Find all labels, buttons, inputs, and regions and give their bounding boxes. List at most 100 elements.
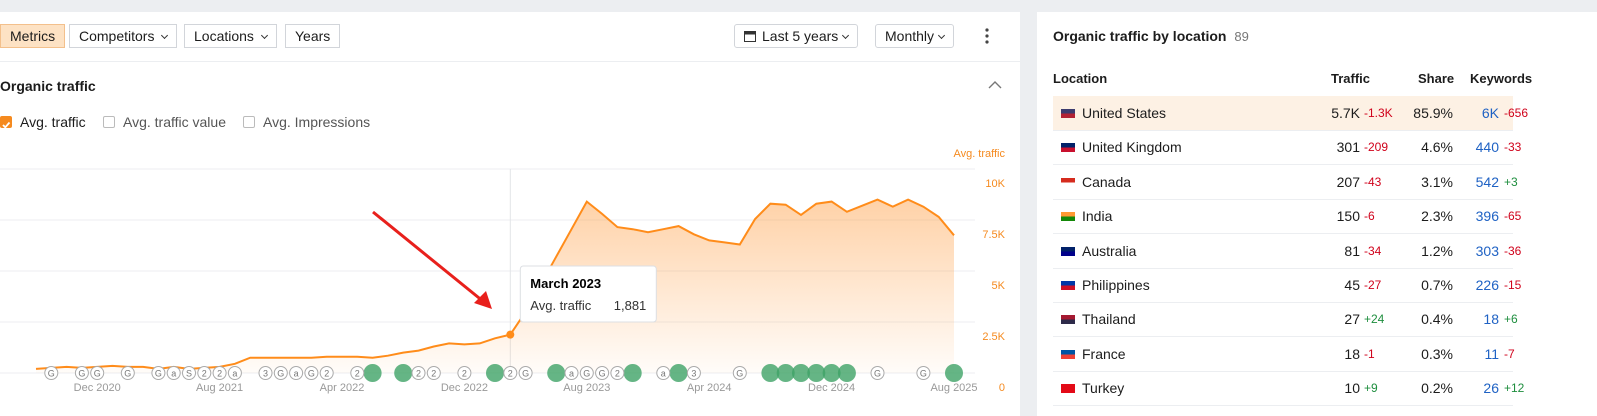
table-row[interactable]: Australia 81 -34 1.2% 303 -36 xyxy=(1053,234,1521,269)
event-label: 2 xyxy=(615,369,620,379)
event-label: G xyxy=(522,369,529,379)
location-panel xyxy=(1037,12,1597,416)
event-label: G xyxy=(920,369,927,379)
event-marker xyxy=(44,366,59,380)
tooltip-title: March 2023 xyxy=(530,276,601,291)
event-marker xyxy=(350,366,365,380)
event-label: a xyxy=(294,369,299,379)
tooltip-label: Avg. traffic xyxy=(530,298,591,313)
y-tick-label: 5K xyxy=(992,280,1006,292)
update-marker xyxy=(945,364,963,382)
traffic-change: +9 xyxy=(1364,381,1378,396)
location-name: United Kingdom xyxy=(1082,139,1182,156)
checkbox[interactable]: Avg. traffic xyxy=(0,114,86,130)
tab[interactable]: Competitors xyxy=(69,24,178,48)
column-header: Traffic xyxy=(1331,71,1371,86)
update-marker xyxy=(792,364,810,382)
table-row[interactable]: United Kingdom 301 -209 4.6% 440 -33 xyxy=(1053,130,1521,166)
panel-count: 89 xyxy=(1234,29,1249,44)
flag xyxy=(1061,349,1075,359)
column-header: Location xyxy=(1053,71,1108,86)
traffic: 5.7K xyxy=(1331,105,1360,121)
event-label: G xyxy=(308,369,315,379)
flag xyxy=(1061,212,1075,222)
share: 1.2% xyxy=(1421,242,1453,259)
event-label: G xyxy=(874,369,881,379)
update-marker xyxy=(363,364,382,382)
collapse-icon[interactable] xyxy=(988,80,1002,90)
table-row[interactable]: United States 5.7K -1.3K 85.9% 6K -656 xyxy=(1053,96,1528,131)
share: 0.7% xyxy=(1421,277,1453,293)
flag xyxy=(1061,246,1075,256)
event-marker xyxy=(411,366,426,380)
tab[interactable]: Locations xyxy=(184,24,277,48)
table-row[interactable]: Turkey 10 +9 0.2% 26 +12 xyxy=(1053,371,1524,407)
event-label: 2 xyxy=(508,369,513,379)
table-row[interactable]: India 150 -6 2.3% 396 -65 xyxy=(1053,199,1521,235)
more-menu[interactable] xyxy=(982,27,992,45)
update-marker xyxy=(761,364,780,382)
event-label: 2 xyxy=(324,369,329,379)
traffic-change: -43 xyxy=(1364,174,1382,189)
period-select[interactable]: Last 5 years xyxy=(734,24,859,48)
location-name: Canada xyxy=(1082,173,1132,190)
keywords-change: -36 xyxy=(1504,243,1522,258)
event-label: 3 xyxy=(691,369,696,379)
traffic: 10 xyxy=(1344,380,1360,397)
event-marker xyxy=(227,366,242,380)
x-tick-label: Apr 2022 xyxy=(320,382,365,394)
event-marker xyxy=(289,366,304,380)
event-marker xyxy=(656,366,671,380)
traffic-change: -209 xyxy=(1364,140,1389,155)
location-name: India xyxy=(1082,208,1113,225)
update-marker xyxy=(837,364,856,382)
event-label: G xyxy=(599,369,606,379)
event-label: 2 xyxy=(202,369,207,379)
event-marker xyxy=(732,366,747,380)
event-marker xyxy=(182,366,196,380)
update-marker xyxy=(547,364,566,382)
section-title: Organic traffic xyxy=(0,78,96,94)
tab-label: Locations xyxy=(194,28,254,44)
tab[interactable]: Metrics xyxy=(0,24,66,48)
event-marker xyxy=(426,366,441,380)
event-label: 2 xyxy=(355,369,360,379)
update-marker xyxy=(394,364,413,382)
event-marker xyxy=(518,366,533,380)
x-tick-label: Dec 2024 xyxy=(808,382,855,394)
event-marker xyxy=(610,366,625,380)
event-marker xyxy=(273,366,288,380)
y-tick-label: 0 xyxy=(999,382,1005,394)
update-marker xyxy=(776,364,795,382)
update-marker xyxy=(669,364,688,382)
event-marker xyxy=(90,366,105,380)
event-marker xyxy=(151,366,166,380)
flag xyxy=(1061,315,1075,325)
event-label: S xyxy=(186,369,192,379)
table-row[interactable]: Philippines 45 -27 0.7% 226 -15 xyxy=(1053,268,1521,303)
table-row[interactable]: Canada 207 -43 3.1% 542 +3 xyxy=(1053,165,1518,200)
traffic: 150 xyxy=(1336,208,1360,225)
arrow-head xyxy=(474,291,492,309)
interval-select[interactable]: Monthly xyxy=(875,24,955,48)
traffic-change: -6 xyxy=(1364,209,1375,224)
event-marker xyxy=(304,366,319,380)
event-label: G xyxy=(78,369,85,379)
event-label: 2 xyxy=(462,369,467,379)
table-row[interactable]: Thailand 27 +24 0.4% 18 +6 xyxy=(1053,302,1518,338)
traffic: 81 xyxy=(1344,242,1360,259)
checkbox[interactable]: Avg. Impressions xyxy=(243,114,370,130)
column-header: Keywords xyxy=(1470,71,1533,86)
check xyxy=(2,121,11,129)
tab[interactable]: Years xyxy=(285,24,341,48)
event-label: G xyxy=(277,369,284,379)
checkbox[interactable]: Avg. traffic value xyxy=(103,114,226,130)
event-label: 2 xyxy=(431,369,436,379)
panel-title-text: Organic traffic by location xyxy=(1053,28,1227,44)
checkbox-box xyxy=(0,116,12,129)
table-row[interactable]: France 18 -1 0.3% 11 -7 xyxy=(1053,337,1515,372)
event-marker xyxy=(457,366,472,380)
x-tick-label: Aug 2023 xyxy=(563,382,610,394)
x-tick-label: Aug 2021 xyxy=(196,382,243,394)
